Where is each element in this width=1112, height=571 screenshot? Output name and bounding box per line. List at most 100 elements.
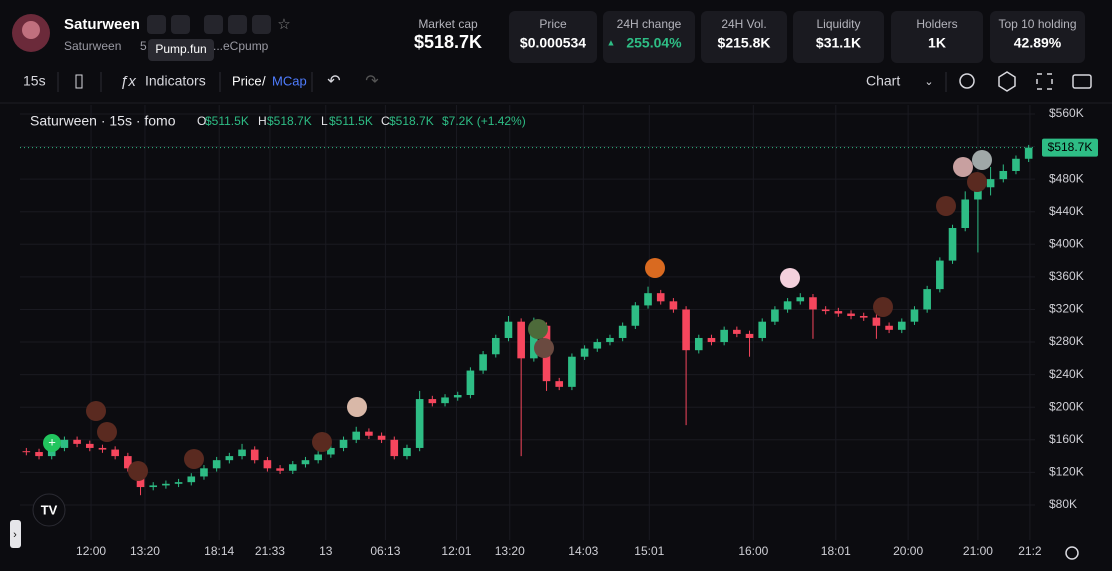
fullscreen-icon[interactable]: [1036, 73, 1053, 90]
candle-body: [377, 435, 386, 440]
legend-h-value: $518.7K: [267, 114, 312, 128]
fx-icon[interactable]: ƒx: [120, 73, 136, 90]
y-tick-label: $400K: [1049, 236, 1084, 250]
candle-body: [174, 482, 183, 484]
candle-body: [809, 297, 817, 310]
trade-avatar[interactable]: [972, 150, 992, 170]
trade-avatar[interactable]: [936, 196, 956, 216]
y-tick-label: $560K: [1049, 106, 1084, 120]
tooltip: Pump.fun: [155, 42, 206, 56]
legend-o-label: O: [197, 114, 206, 128]
candle-body: [555, 381, 564, 387]
candle-body: [162, 483, 170, 486]
candle-body: [948, 228, 957, 261]
stat-value: 42.89%: [1014, 35, 1062, 51]
pill-icon[interactable]: [171, 15, 190, 34]
trade-avatar[interactable]: [528, 319, 548, 339]
candle-body: [758, 321, 767, 338]
x-icon[interactable]: [228, 15, 247, 34]
candle-body: [834, 311, 843, 314]
stat-label: Top 10 holding: [998, 17, 1076, 31]
toolbar: 15s ƒx Indicators Price / MCap ↶ ↷ Chart…: [23, 71, 1092, 92]
candle-body: [644, 293, 652, 306]
stat-value: $215.8K: [718, 35, 771, 51]
stat-label: Price: [539, 17, 567, 31]
tradingview-logo[interactable]: [32, 493, 66, 527]
header: Saturween ☆ Saturween 5 ...eCpump Pump.f…: [12, 14, 291, 61]
indicators[interactable]: Indicators: [145, 73, 206, 89]
search-icon[interactable]: [252, 15, 271, 34]
price-toggle[interactable]: Price: [232, 73, 262, 88]
trade-avatar[interactable]: [953, 157, 973, 177]
candle-body: [441, 397, 449, 404]
side-panel-toggle[interactable]: [10, 520, 21, 548]
legend-title: Saturween · 15s · fomo: [30, 113, 176, 129]
candle-body: [821, 309, 830, 312]
side-panel-toggle-icon: ›: [13, 529, 17, 541]
interval[interactable]: 15s: [23, 73, 46, 89]
screenshot-icon[interactable]: [1072, 74, 1092, 89]
settings-icon[interactable]: [998, 71, 1016, 92]
candle-body: [1024, 147, 1033, 159]
x-tick-label: 21:2: [1018, 544, 1042, 558]
candle-body: [263, 460, 272, 469]
chart-type[interactable]: Chart: [866, 73, 900, 89]
trade-avatar[interactable]: [184, 449, 204, 469]
y-tick-label: $360K: [1049, 269, 1084, 283]
trade-avatar[interactable]: [97, 422, 117, 442]
candle-body: [885, 325, 893, 330]
candle-icon[interactable]: [75, 74, 83, 89]
candle-body: [327, 447, 335, 455]
website-icon[interactable]: [204, 15, 223, 34]
candle-body: [910, 309, 919, 322]
candle-body: [936, 260, 944, 290]
axis-settings-icon[interactable]: [1065, 546, 1079, 560]
dropdown-icon[interactable]: ⌄: [924, 76, 933, 88]
stat-label: 24H Vol.: [721, 17, 766, 31]
candle-body: [593, 342, 602, 349]
candle-body: [606, 337, 614, 343]
trade-avatar[interactable]: [128, 461, 148, 481]
candle-body: [504, 321, 513, 338]
candle-body: [517, 321, 525, 359]
buy-marker[interactable]: [43, 434, 61, 452]
trade-markers: +: [43, 150, 992, 481]
stat-value: $518.7K: [414, 32, 482, 52]
trade-avatar[interactable]: [86, 401, 106, 421]
measure-icon[interactable]: [959, 73, 975, 89]
address-end[interactable]: ...eCpump: [213, 39, 269, 53]
candle-body: [707, 337, 716, 343]
address-start: 5: [140, 39, 147, 53]
trade-avatar[interactable]: [780, 268, 800, 288]
stat-label: Liquidity: [816, 17, 860, 31]
candle-body: [859, 315, 868, 318]
candle-body: [187, 476, 196, 483]
x-tick-label: 20:00: [893, 544, 923, 558]
trade-avatar[interactable]: [312, 432, 332, 452]
star-icon[interactable]: ☆: [277, 16, 290, 33]
mcap-toggle[interactable]: MCap: [272, 73, 307, 88]
trade-avatar[interactable]: [645, 258, 665, 278]
candle-body: [974, 187, 982, 200]
candle-body: [453, 395, 462, 398]
candle-body: [872, 317, 881, 326]
legend-c-label: C: [381, 114, 390, 128]
candle-body: [466, 370, 475, 395]
trade-avatar[interactable]: [534, 338, 554, 358]
candle-body: [238, 449, 246, 457]
trade-avatar[interactable]: [873, 297, 893, 317]
menu-icon[interactable]: [147, 15, 166, 34]
undo-icon[interactable]: ↶: [327, 73, 340, 90]
x-tick-label: 13:20: [130, 544, 160, 558]
stat-label: Market cap: [418, 17, 478, 31]
candle-body: [923, 289, 931, 310]
redo-icon[interactable]: ↷: [365, 73, 379, 90]
candle-body: [720, 329, 728, 343]
stat-value: 1K: [928, 35, 946, 51]
y-tick-label: $280K: [1049, 334, 1084, 348]
token-name: Saturween: [64, 16, 140, 33]
trade-avatar[interactable]: [967, 172, 987, 192]
trade-avatar[interactable]: [347, 397, 367, 417]
candle-body: [288, 464, 297, 471]
